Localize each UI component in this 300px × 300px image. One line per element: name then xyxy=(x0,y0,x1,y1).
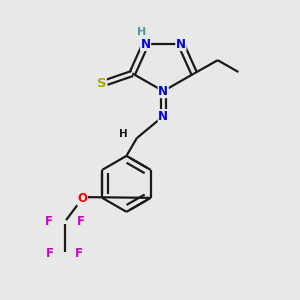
Text: N: N xyxy=(158,110,168,123)
Text: F: F xyxy=(77,215,85,228)
Text: N: N xyxy=(158,85,168,98)
Text: F: F xyxy=(46,248,54,260)
Text: H: H xyxy=(136,27,146,37)
Text: H: H xyxy=(119,129,128,139)
Text: S: S xyxy=(97,77,106,90)
Text: N: N xyxy=(176,38,186,50)
Text: N: N xyxy=(141,38,151,50)
Text: O: O xyxy=(77,192,87,205)
Text: F: F xyxy=(44,215,52,228)
Text: F: F xyxy=(75,248,83,260)
